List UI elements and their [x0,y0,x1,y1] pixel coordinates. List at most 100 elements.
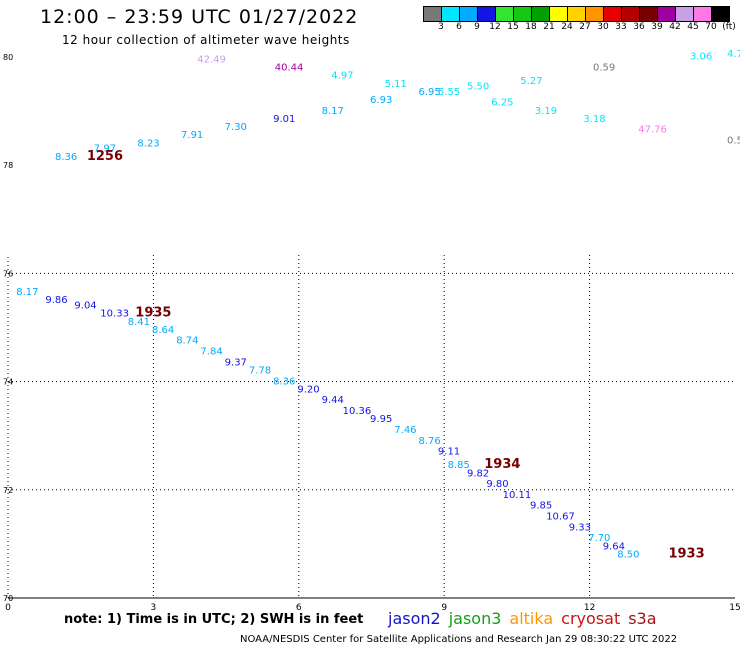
colorbar-swatch [712,7,729,21]
legend-s3a: s3a [628,609,657,628]
wave-height-label: 8.36 [55,152,77,163]
wave-height-label: 8.74 [176,336,198,347]
wave-height-label: 8.17 [16,287,38,298]
wave-height-label: 8.41 [128,317,150,328]
wave-height-label: 4.7 [727,49,740,60]
colorbar-swatch [460,7,478,21]
colorbar-tick-label: 18 [525,22,537,32]
colorbar-swatch [676,7,694,21]
colorbar-tick-label: 12 [489,22,501,32]
satellite-legend: jason2 jason3 altika cryosat s3a [388,609,665,628]
wave-height-label: 10.11 [503,490,532,501]
colorbar-swatch [442,7,460,21]
time-marker-label: 1934 [484,457,520,472]
wave-height-label: 8.23 [137,138,159,149]
x-tick-label: 0 [5,603,11,613]
wave-height-label: 5.11 [385,79,407,90]
wave-height-label: 3.18 [583,114,605,125]
legend-jason3: jason3 [448,609,502,628]
wave-height-label: 9.86 [45,295,67,306]
colorbar-swatch [478,7,496,21]
wave-height-label: 7.70 [588,533,610,544]
colorbar-swatch [622,7,640,21]
wave-height-label: 6.95 [419,87,441,98]
wave-height-label: 9.11 [438,447,460,458]
time-marker-label: 1935 [135,306,171,321]
x-tick-label: 12 [584,603,595,613]
wave-height-label: 10.33 [100,309,129,320]
colorbar-swatch [496,7,514,21]
colorbar-tick-label: 9 [474,22,480,32]
colorbar-swatch [694,7,712,21]
colorbar-swatch [586,7,604,21]
wave-height-label: 3.19 [535,106,557,117]
colorbar-tick-label: 30 [597,22,609,32]
wave-height-label: 9.20 [297,384,319,395]
wave-height-label: 42.49 [197,54,226,65]
colorbar [423,6,730,22]
x-tick-label: 3 [151,603,157,613]
colorbar-tick-label: 3 [438,22,444,32]
wave-height-label: 10.67 [546,512,575,523]
colorbar-swatch [568,7,586,21]
colorbar-tick-label: 42 [669,22,681,32]
wave-height-label: 6.25 [491,98,513,109]
wave-height-label: 7.91 [181,130,203,141]
colorbar-swatch [640,7,658,21]
x-tick-label: 15 [729,603,740,613]
chart-subtitle: 12 hour collection of altimeter wave hei… [62,33,350,47]
wave-height-label: 9.85 [530,501,552,512]
wave-height-label: 40.44 [275,63,304,74]
wave-height-label: 7.46 [394,425,416,436]
wave-height-label: 9.82 [467,468,489,479]
wave-height-label: 9.64 [603,541,625,552]
colorbar-swatch [532,7,550,21]
wave-height-label: 7.78 [249,365,271,376]
wave-height-label: 9.33 [569,522,591,533]
y-tick-label: 70 [3,594,13,603]
y-tick-label: 72 [3,486,13,495]
wave-height-label: 9.44 [322,395,344,406]
colorbar-tick-label: 27 [579,22,591,32]
colorbar-tick-label: 45 [687,22,699,32]
colorbar-tick-label: 70 [705,22,717,32]
colorbar-tick-label: (ft) [722,22,736,32]
legend-altika: altika [509,609,554,628]
wave-height-label: 9.80 [486,479,508,490]
y-tick-label: 76 [3,269,13,278]
wave-height-label: 3.06 [690,52,712,63]
wave-height-label: 8.36 [273,376,295,387]
x-tick-label: 9 [441,603,447,613]
wave-height-label: 8.17 [322,106,344,117]
wave-height-label: 10.36 [343,406,372,417]
colorbar-tick-label: 6 [456,22,462,32]
y-tick-label: 80 [3,53,13,62]
colorbar-tick-label: 24 [561,22,573,32]
colorbar-swatch [658,7,676,21]
legend-jason2: jason2 [388,609,441,628]
colorbar-swatch [424,7,442,21]
wave-height-label: 8.76 [419,436,441,447]
y-tick-label: 78 [3,161,13,170]
colorbar-tick-label: 21 [543,22,555,32]
time-marker-label: 1933 [668,546,704,561]
legend-cryosat: cryosat [561,609,621,628]
wave-height-label: 5.50 [467,81,489,92]
wave-height-label: 9.95 [370,414,392,425]
wave-height-label: 9.04 [74,301,96,312]
wave-height-label: 6.93 [370,95,392,106]
wave-height-label: 0.5 [727,136,740,147]
wave-height-label: 8.85 [448,460,470,471]
y-tick-label: 74 [3,378,13,387]
x-tick-label: 6 [296,603,302,613]
colorbar-tick-label: 33 [615,22,627,32]
wave-height-label: 4.97 [331,71,353,82]
wave-height-label: 8.50 [617,549,639,560]
wave-height-label: 9.37 [225,357,247,368]
wave-height-label: 5.27 [520,76,542,87]
colorbar-swatch [604,7,622,21]
wave-height-label: 7.84 [200,347,222,358]
colorbar-tick-label: 36 [633,22,645,32]
time-marker-label: 1256 [87,149,123,164]
